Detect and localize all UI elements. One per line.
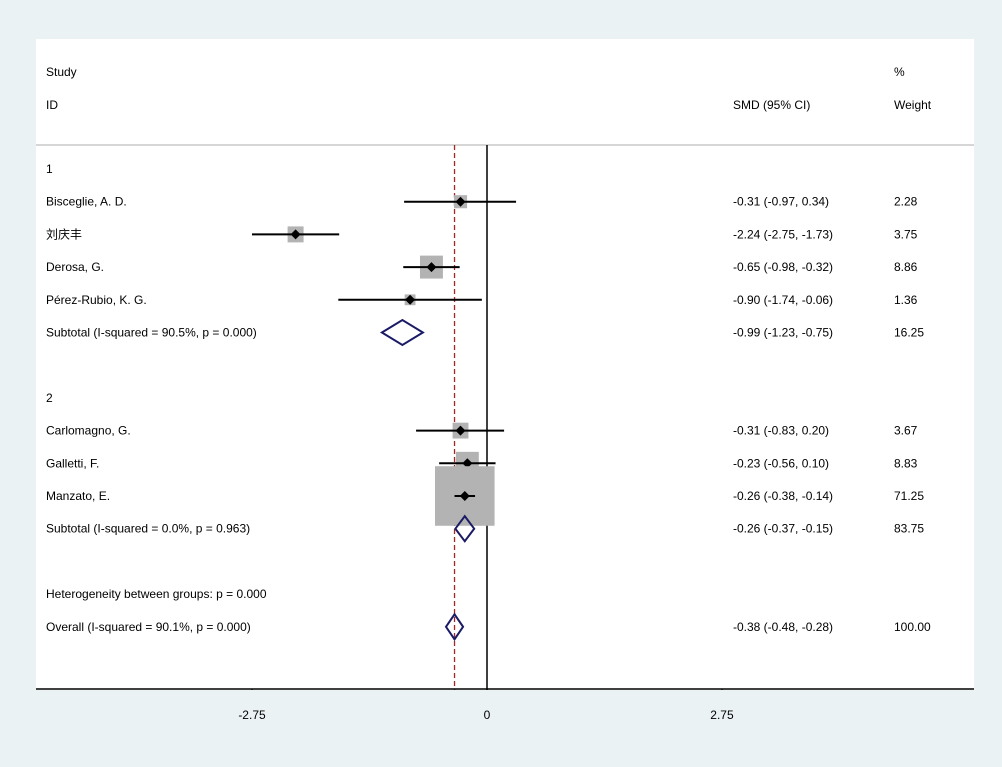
group-label: 1 <box>46 162 53 176</box>
study-label: Galletti, F. <box>46 456 99 470</box>
point-estimate <box>455 425 466 436</box>
point-estimate <box>426 262 437 273</box>
study-label: 刘庆丰 <box>46 227 82 241</box>
header-id: ID <box>46 98 58 112</box>
study-label: Overall (I-squared = 90.1%, p = 0.000) <box>46 620 251 634</box>
ci-text: -0.65 (-0.98, -0.32) <box>733 260 833 274</box>
weight-text: 16.25 <box>894 326 924 340</box>
group-label: 2 <box>46 391 53 405</box>
header-study: Study <box>46 65 77 79</box>
point-estimate <box>462 458 473 469</box>
marks-layer: 1 Bisceglie, A. D. -0.31 (-0.97, 0.34) 2.28… <box>36 145 974 690</box>
ci-text: -0.38 (-0.48, -0.28) <box>733 620 833 634</box>
weight-text: 1.36 <box>894 293 918 307</box>
subtotal-diamond <box>454 514 476 543</box>
ci-text: -0.23 (-0.56, 0.10) <box>733 456 829 470</box>
ci-text: -0.31 (-0.83, 0.20) <box>733 424 829 438</box>
ci-text: -0.31 (-0.97, 0.34) <box>733 195 829 209</box>
study-label: Manzato, E. <box>46 489 110 503</box>
weight-text: 3.67 <box>894 424 918 438</box>
weight-text: 8.83 <box>894 456 918 470</box>
study-label: Pérez-Rubio, K. G. <box>46 293 147 307</box>
study-label: Carlomagno, G. <box>46 424 131 438</box>
weight-text: 71.25 <box>894 489 924 503</box>
x-tick-label: 2.75 <box>710 708 734 722</box>
study-label: Subtotal (I-squared = 90.5%, p = 0.000) <box>46 326 257 340</box>
study-label: Bisceglie, A. D. <box>46 195 127 209</box>
forest-plot: Study ID SMD (95% CI) % Weight 1 Biscegli… <box>36 65 974 690</box>
header-effect: SMD (95% CI) <box>733 98 810 112</box>
overall-diamond <box>444 612 465 642</box>
point-estimate <box>459 491 470 501</box>
weight-text: 100.00 <box>894 620 931 634</box>
x-tick-label: 0 <box>483 708 491 722</box>
study-label: Subtotal (I-squared = 0.0%, p = 0.963) <box>46 522 250 536</box>
weight-text: 83.75 <box>894 522 924 536</box>
study-label: Heterogeneity between groups: p = 0.000 <box>46 587 267 601</box>
point-estimate <box>290 229 301 240</box>
weight-text: 3.75 <box>894 227 918 241</box>
header-percent: % <box>894 65 905 79</box>
point-estimate <box>455 196 466 207</box>
ci-text: -0.99 (-1.23, -0.75) <box>733 326 833 340</box>
header-weight: Weight <box>894 98 932 112</box>
x-tick-label: -2.75 <box>238 708 266 722</box>
plot-panel: Study ID SMD (95% CI) % Weight 1 Biscegli… <box>36 39 974 690</box>
weight-text: 2.28 <box>894 195 918 209</box>
subtotal-diamond <box>379 318 425 347</box>
study-label: Derosa, G. <box>46 260 104 274</box>
ci-text: -2.24 (-2.75, -1.73) <box>733 227 833 241</box>
ci-text: -0.26 (-0.38, -0.14) <box>733 489 833 503</box>
ci-text: -0.26 (-0.37, -0.15) <box>733 522 833 536</box>
point-estimate <box>405 294 416 305</box>
ci-text: -0.90 (-1.74, -0.06) <box>733 293 833 307</box>
weight-text: 8.86 <box>894 260 918 274</box>
